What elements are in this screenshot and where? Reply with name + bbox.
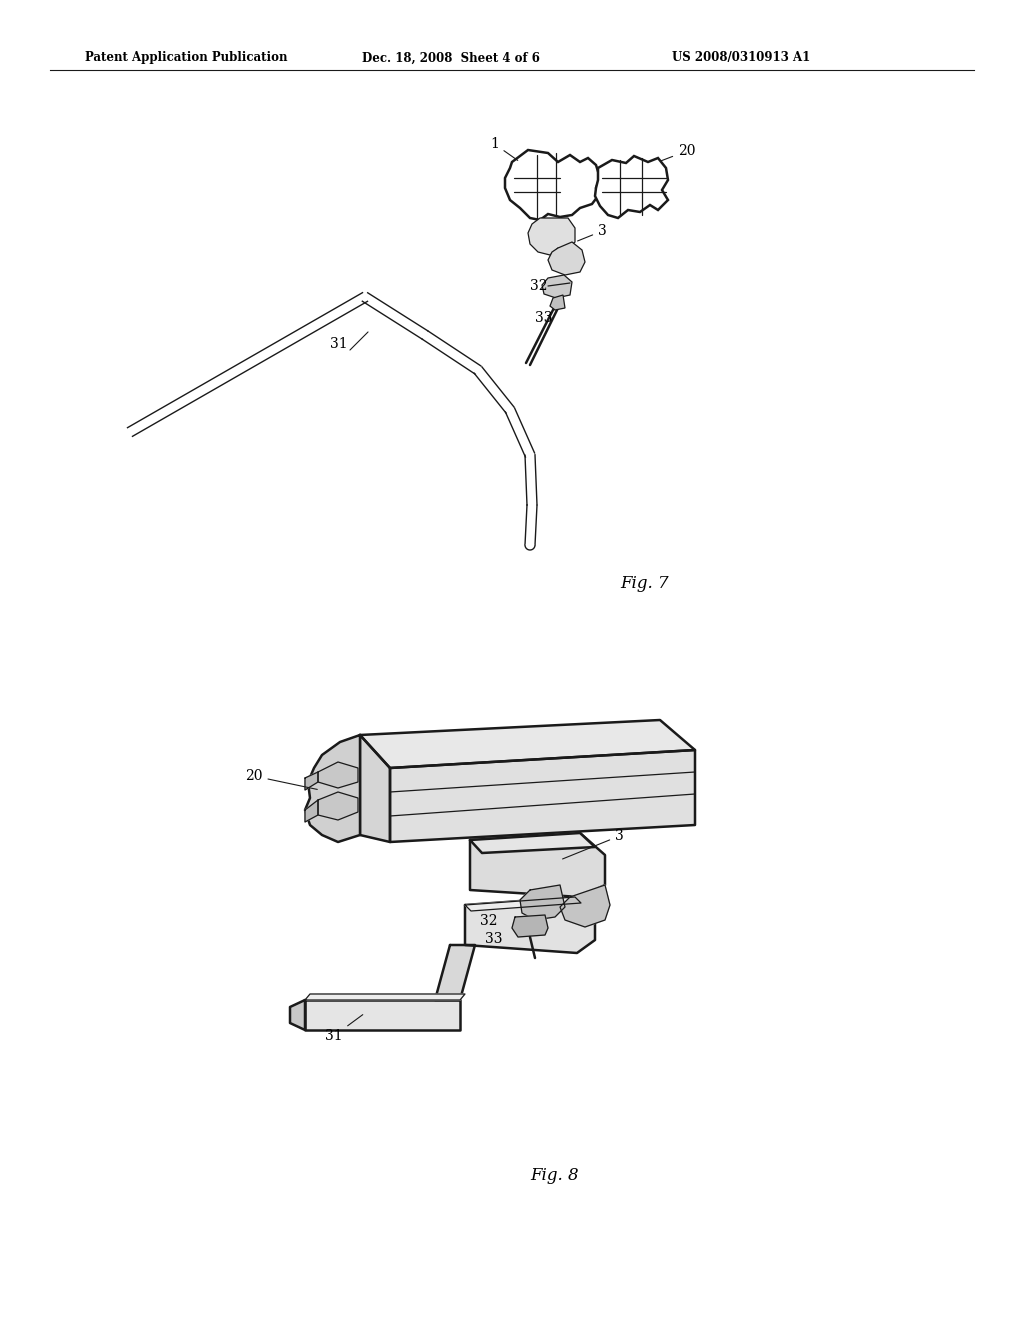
- Polygon shape: [360, 719, 695, 768]
- Polygon shape: [560, 884, 610, 927]
- Polygon shape: [470, 833, 595, 853]
- Polygon shape: [128, 293, 368, 437]
- Polygon shape: [290, 1001, 305, 1030]
- Polygon shape: [305, 800, 318, 822]
- Polygon shape: [390, 750, 695, 842]
- Polygon shape: [362, 293, 428, 339]
- Text: 20: 20: [660, 144, 695, 161]
- Polygon shape: [305, 994, 465, 1001]
- Text: Patent Application Publication: Patent Application Publication: [85, 51, 288, 65]
- Polygon shape: [422, 331, 480, 374]
- Polygon shape: [525, 455, 537, 506]
- PathPatch shape: [542, 275, 572, 298]
- Text: 31: 31: [330, 337, 347, 351]
- Polygon shape: [465, 898, 595, 953]
- Polygon shape: [305, 1001, 460, 1030]
- Text: 33: 33: [485, 932, 503, 946]
- Text: Fig. 8: Fig. 8: [530, 1167, 579, 1184]
- Text: Fig. 7: Fig. 7: [620, 576, 669, 591]
- PathPatch shape: [505, 150, 600, 220]
- Polygon shape: [512, 915, 548, 937]
- PathPatch shape: [548, 242, 585, 275]
- Text: 3: 3: [562, 829, 624, 859]
- Text: 33: 33: [535, 312, 553, 325]
- PathPatch shape: [528, 218, 575, 255]
- Polygon shape: [305, 735, 360, 842]
- Text: 32: 32: [530, 279, 548, 293]
- Polygon shape: [360, 735, 390, 842]
- PathPatch shape: [550, 294, 565, 310]
- Polygon shape: [474, 367, 514, 413]
- Text: 31: 31: [325, 1015, 362, 1043]
- Polygon shape: [465, 898, 581, 911]
- Polygon shape: [506, 408, 535, 457]
- Text: 20: 20: [245, 770, 317, 789]
- Polygon shape: [526, 308, 558, 366]
- Polygon shape: [470, 833, 605, 898]
- Text: US 2008/0310913 A1: US 2008/0310913 A1: [672, 51, 810, 65]
- Text: 1: 1: [490, 137, 518, 161]
- Text: 3: 3: [578, 224, 607, 242]
- Polygon shape: [318, 762, 358, 788]
- Polygon shape: [525, 504, 537, 545]
- Polygon shape: [305, 772, 318, 789]
- PathPatch shape: [595, 156, 668, 218]
- Polygon shape: [318, 792, 358, 820]
- Text: Dec. 18, 2008  Sheet 4 of 6: Dec. 18, 2008 Sheet 4 of 6: [362, 51, 540, 65]
- Polygon shape: [525, 545, 535, 550]
- Polygon shape: [520, 884, 565, 920]
- Polygon shape: [435, 945, 475, 1001]
- Text: 32: 32: [480, 913, 498, 928]
